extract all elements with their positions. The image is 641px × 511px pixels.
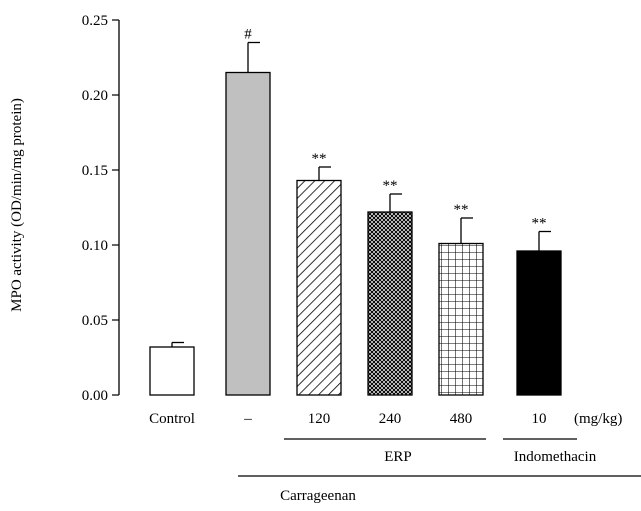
x-axis-labels: Control – 120 240 480 10 (mg/kg)	[149, 411, 622, 427]
x-category-label: –	[243, 411, 252, 427]
y-tick-label: 0.20	[82, 88, 108, 104]
y-axis-label: MPO activity (OD/min/mg protein)	[9, 98, 25, 312]
bars: # ** ** ** **	[149, 27, 562, 396]
y-tick-label: 0.00	[82, 388, 108, 404]
significance-mark: **	[312, 151, 327, 167]
bar	[516, 250, 562, 396]
bar	[438, 242, 484, 396]
group-label: Indomethacin	[514, 449, 597, 465]
significance-mark: **	[383, 178, 398, 194]
y-tick-label: 0.15	[82, 163, 108, 179]
group-label: Carrageenan	[280, 488, 356, 504]
y-tick-label: 0.05	[82, 313, 108, 329]
x-category-label: 120	[308, 411, 331, 427]
x-category-label: Control	[149, 411, 195, 427]
bar	[367, 211, 413, 396]
bar	[296, 179, 342, 396]
y-tick-label: 0.25	[82, 13, 108, 29]
x-category-label: 240	[379, 411, 402, 427]
x-category-label: 10	[532, 411, 547, 427]
group-label: ERP	[384, 449, 412, 465]
y-axis: 0.00 0.05 0.10 0.15 0.20 0.25	[82, 13, 120, 404]
significance-mark: #	[244, 27, 252, 43]
x-category-label: 480	[450, 411, 473, 427]
group-brackets: ERP Indomethacin Carrageenan	[238, 438, 641, 504]
significance-mark: **	[454, 202, 469, 218]
unit-label: (mg/kg)	[574, 411, 622, 427]
bar	[225, 71, 271, 396]
y-tick-label: 0.10	[82, 238, 108, 254]
bar	[149, 346, 195, 396]
significance-mark: **	[532, 216, 547, 232]
